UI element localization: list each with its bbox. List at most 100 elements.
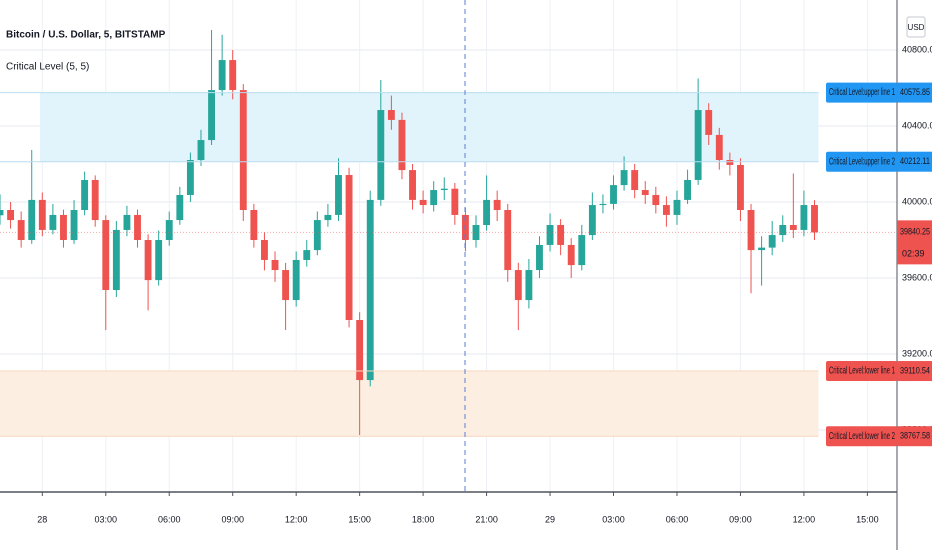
candle-body [366, 199, 374, 381]
candle-body [483, 199, 491, 226]
level-name: Critical Level:lower line 1 [829, 366, 895, 377]
candle-body [7, 209, 15, 221]
candle-body [430, 190, 438, 206]
candle-body [599, 203, 607, 206]
candle-body [641, 190, 649, 195]
y-tick-label: 40400.00 [902, 120, 932, 130]
currency-box[interactable] [906, 16, 926, 38]
candle-body [377, 110, 385, 200]
level-name: Critical Level:upper line 1 [829, 87, 895, 98]
candle-body [261, 240, 268, 260]
candle-body [81, 179, 89, 210]
y-tick-label: 40000.00 [902, 196, 932, 206]
candle-body [112, 229, 120, 290]
plot-area [0, 0, 897, 492]
candle-body [610, 185, 617, 204]
level-value: 40212.11 [900, 156, 930, 166]
candle-body [17, 220, 25, 241]
countdown: 02:39 [902, 249, 925, 259]
x-tick-label: 03:00 [602, 514, 625, 524]
y-tick-label: 39200.00 [902, 348, 932, 358]
level-value-box [897, 426, 932, 447]
currency[interactable]: USD [908, 23, 925, 32]
candle-body [324, 214, 332, 221]
level-name: Critical Level:lower line 2 [829, 431, 895, 442]
candle-body [409, 170, 416, 200]
level-name: Critical Level:upper line 2 [829, 156, 895, 167]
candle-body [38, 199, 46, 230]
x-tick-label: 15:00 [348, 514, 371, 524]
level-value: 40575.85 [900, 87, 930, 97]
candle-body [800, 205, 808, 230]
candle-body [694, 110, 702, 180]
candle-body [737, 164, 744, 210]
x-tick-label: 29 [545, 514, 555, 524]
candle-body [356, 320, 364, 381]
candle-body [398, 119, 406, 171]
symbol-title: Bitcoin / U.S. Dollar, 5, BITSTAMP [6, 30, 166, 41]
candle-body [186, 160, 194, 195]
candle-body [768, 235, 776, 248]
candle-body [0, 209, 4, 216]
x-tick-label: 28 [37, 514, 47, 524]
level-value-box [897, 151, 932, 172]
candle-body [557, 225, 565, 245]
candle-body [578, 235, 586, 266]
candle-body [292, 259, 300, 301]
candle-body [536, 244, 543, 271]
candle-body [567, 244, 575, 266]
candle-body [239, 90, 247, 210]
candle-body [144, 240, 152, 281]
candle-body [208, 90, 215, 141]
candle-body [282, 270, 290, 301]
candle-body [335, 175, 342, 215]
last-price-box [897, 220, 932, 265]
candle-body [176, 194, 184, 221]
candle-body [134, 214, 141, 241]
candle-body [123, 214, 131, 230]
candle-body [165, 220, 173, 241]
candle-body [546, 225, 554, 245]
candle-body [493, 199, 501, 210]
x-tick-label: 09:00 [729, 514, 752, 524]
candle-body [811, 205, 818, 233]
candle-body [155, 240, 163, 281]
candle-body [49, 214, 57, 230]
x-tick-label: 09:00 [221, 514, 244, 524]
candle-body [588, 205, 596, 236]
x-tick-label: 21:00 [475, 514, 498, 524]
candle-body [684, 179, 691, 200]
candle-body [28, 199, 36, 241]
candle-body [60, 214, 67, 241]
candle-body [779, 225, 787, 236]
candle-body [504, 209, 512, 271]
candle-body [250, 209, 258, 241]
x-tick-label: 15:00 [856, 514, 879, 524]
candle-body [440, 188, 448, 191]
candle-body [313, 220, 321, 251]
candle-body [229, 60, 237, 91]
candle-body [472, 225, 480, 241]
candle-body [652, 194, 660, 206]
candle-body [673, 199, 681, 215]
candle-body [419, 199, 427, 206]
candle-body [271, 259, 279, 271]
candle-body [451, 188, 459, 215]
x-tick-label: 06:00 [666, 514, 689, 524]
candle-body [197, 140, 205, 161]
candle-body [705, 110, 713, 135]
x-tick-label: 18:00 [412, 514, 435, 524]
candle-body [387, 110, 395, 120]
candle-body [620, 170, 628, 186]
x-tick-label: 12:00 [285, 514, 308, 524]
last-price: 39840.25 [900, 227, 930, 237]
candle-body [758, 247, 766, 251]
level-value-box [897, 361, 932, 382]
candle-body [345, 175, 353, 321]
x-tick-label: 03:00 [95, 514, 118, 524]
y-tick-label: 39600.00 [902, 272, 932, 282]
candle-body [303, 250, 311, 260]
x-tick-label: 12:00 [793, 514, 816, 524]
candle-body [525, 270, 533, 301]
